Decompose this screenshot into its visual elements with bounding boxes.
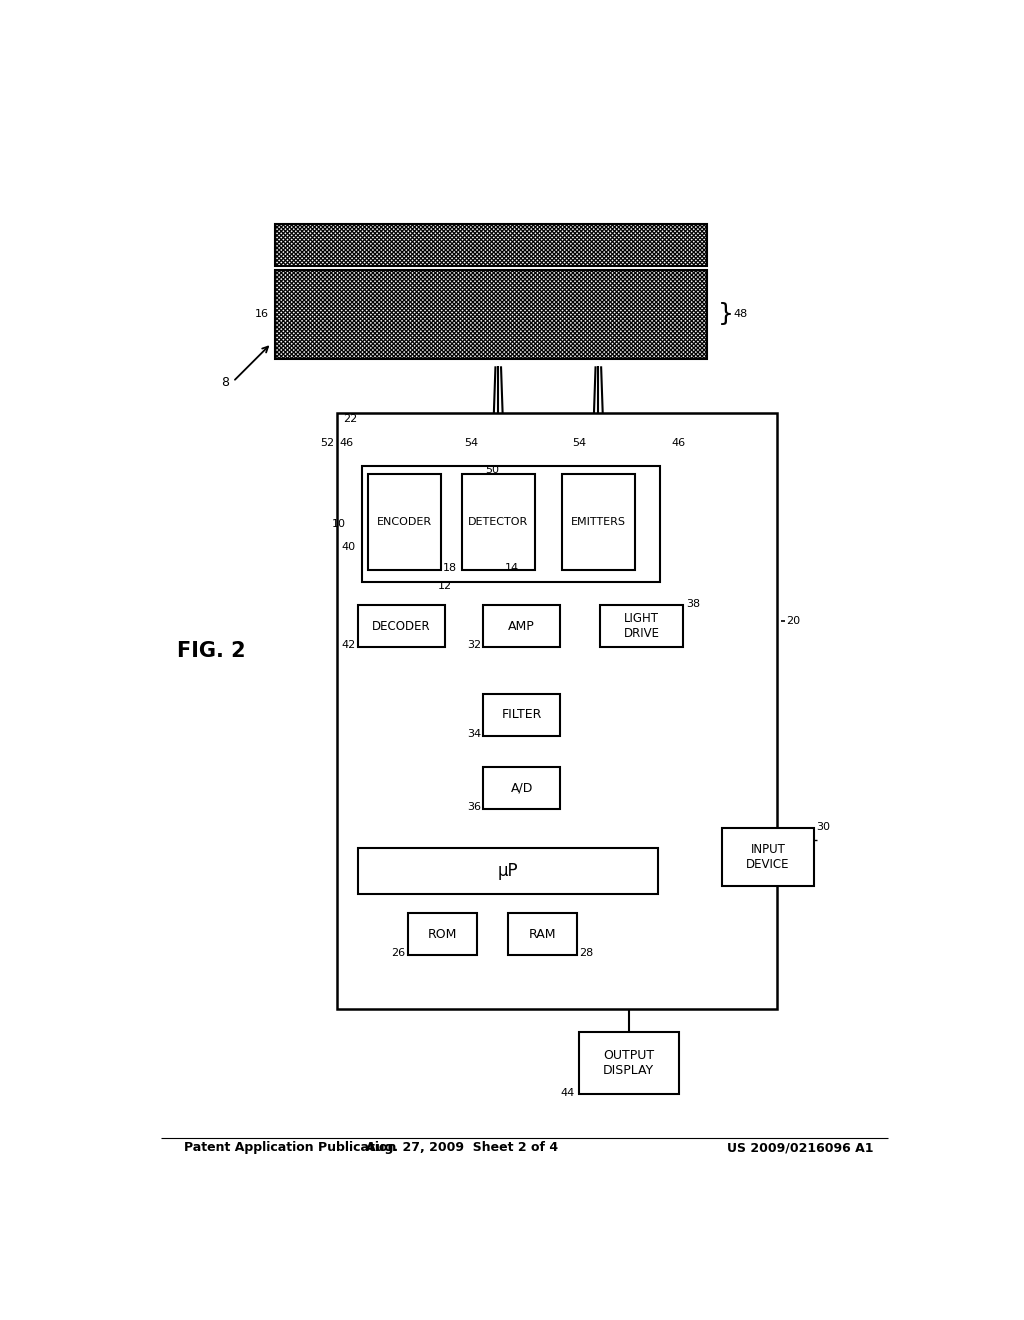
Text: EMITTERS: EMITTERS [570, 517, 626, 527]
Bar [275, 224, 707, 267]
Text: US 2009/0216096 A1: US 2009/0216096 A1 [727, 1142, 873, 1155]
Text: μP: μP [498, 862, 518, 879]
Text: RAM: RAM [528, 928, 556, 941]
Text: OUTPUT
DISPLAY: OUTPUT DISPLAY [603, 1049, 654, 1077]
Text: 32: 32 [467, 640, 481, 651]
Bar [361, 466, 660, 582]
Text: 46: 46 [339, 438, 353, 449]
Text: 16: 16 [255, 309, 269, 319]
Text: 46: 46 [672, 438, 686, 449]
Bar [483, 767, 560, 809]
Text: Aug. 27, 2009  Sheet 2 of 4: Aug. 27, 2009 Sheet 2 of 4 [366, 1142, 558, 1155]
Text: LIGHT
DRIVE: LIGHT DRIVE [624, 612, 659, 640]
Text: 38: 38 [686, 599, 699, 609]
Text: 20: 20 [786, 616, 801, 627]
Text: 44: 44 [560, 1088, 574, 1098]
Bar [562, 474, 635, 570]
Bar [275, 224, 707, 267]
Text: ENCODER: ENCODER [377, 517, 432, 527]
Text: 52: 52 [321, 438, 335, 449]
Bar [275, 271, 707, 359]
Text: }: } [718, 302, 734, 326]
Text: 18: 18 [442, 562, 457, 573]
Bar [275, 224, 707, 267]
Text: DECODER: DECODER [373, 619, 431, 632]
Text: 8: 8 [221, 376, 229, 389]
Bar [462, 474, 535, 570]
Text: 12: 12 [438, 581, 453, 591]
Bar [358, 605, 444, 647]
Text: DETECTOR: DETECTOR [468, 517, 528, 527]
Text: ROM: ROM [428, 928, 457, 941]
Bar [368, 474, 441, 570]
Bar [275, 271, 707, 359]
Text: 36: 36 [467, 803, 481, 812]
Bar [600, 605, 683, 647]
Bar [408, 913, 477, 956]
Text: FIG. 2: FIG. 2 [177, 642, 246, 661]
Text: 22: 22 [343, 414, 357, 424]
Bar [483, 605, 560, 647]
Text: 40: 40 [341, 543, 355, 552]
Bar [579, 1032, 679, 1094]
Bar [337, 412, 777, 1010]
Text: AMP: AMP [508, 619, 536, 632]
Bar [722, 829, 814, 886]
Text: 30: 30 [816, 822, 830, 832]
Text: FILTER: FILTER [502, 709, 542, 721]
Text: Patent Application Publication: Patent Application Publication [184, 1142, 397, 1155]
Text: 10: 10 [332, 519, 346, 529]
Text: 54: 54 [464, 438, 478, 449]
Text: 26: 26 [391, 949, 406, 958]
Bar [357, 847, 658, 894]
Bar [275, 271, 707, 359]
Text: 48: 48 [733, 309, 748, 319]
Text: 28: 28 [580, 949, 594, 958]
Bar [508, 913, 578, 956]
Bar [483, 693, 560, 737]
Text: 54: 54 [572, 438, 586, 449]
Text: 14: 14 [505, 562, 518, 573]
Text: 50: 50 [485, 465, 499, 475]
Text: INPUT
DEVICE: INPUT DEVICE [746, 843, 790, 871]
Text: 34: 34 [467, 729, 481, 739]
Text: A/D: A/D [511, 781, 532, 795]
Text: 42: 42 [342, 640, 356, 651]
